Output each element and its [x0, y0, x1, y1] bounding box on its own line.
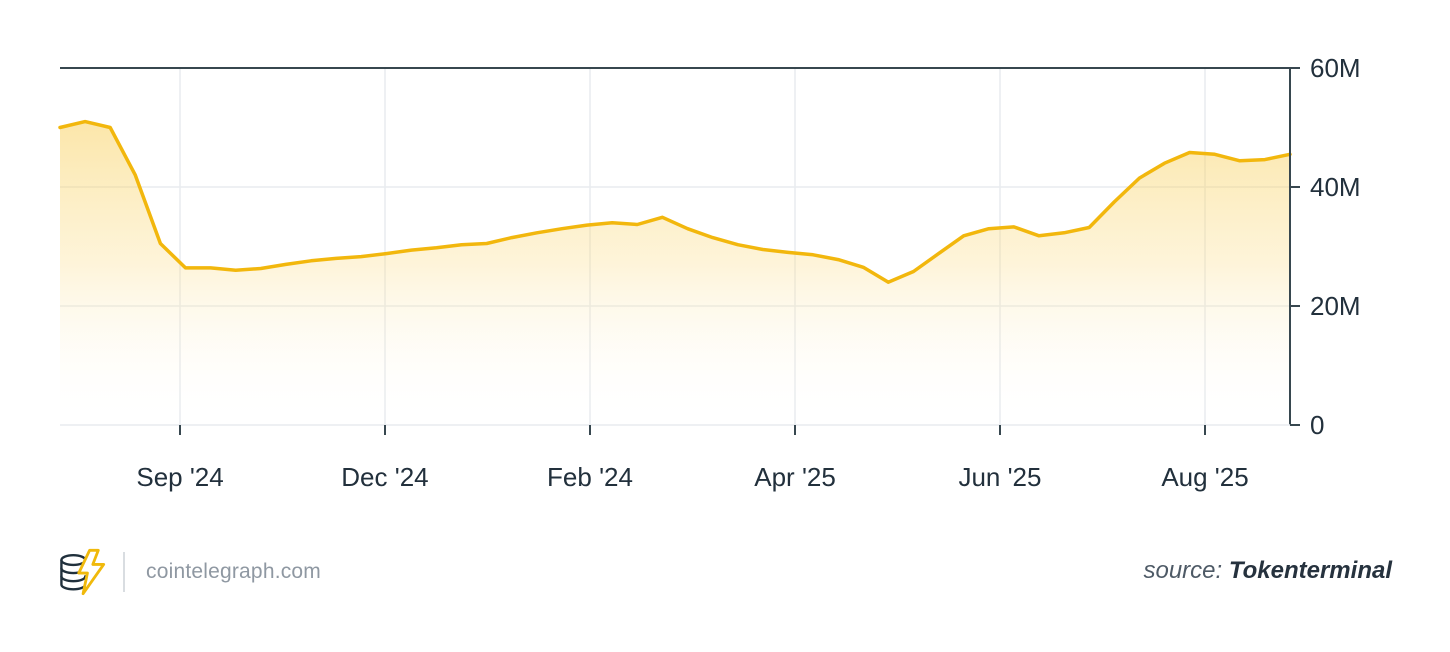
y-tick-label: 0 — [1310, 410, 1325, 440]
x-tick-label: Jun '25 — [958, 462, 1042, 492]
site-label: cointelegraph.com — [146, 560, 321, 583]
x-tick-label: Dec '24 — [341, 462, 429, 492]
series-line — [58, 119, 1292, 284]
source-name: Tokenterminal — [1228, 557, 1392, 584]
source-attribution: source: Tokenterminal — [1143, 557, 1392, 585]
y-tick-label: 20M — [1310, 291, 1361, 321]
x-tick-label: Feb '24 — [547, 462, 633, 492]
axis-lines — [60, 67, 1291, 426]
footer-divider — [123, 552, 125, 592]
y-tick-label: 40M — [1310, 172, 1361, 202]
tick-marks — [179, 67, 1300, 435]
x-tick-label: Sep '24 — [136, 462, 224, 492]
area-chart — [58, 67, 1300, 435]
x-tick-label: Apr '25 — [754, 462, 836, 492]
y-tick-label: 60M — [1310, 53, 1361, 83]
footer: cointelegraph.com source: Tokenterminal — [0, 540, 1450, 610]
cointelegraph-logo-icon — [60, 548, 106, 596]
x-tick-label: Aug '25 — [1161, 462, 1249, 492]
area-fill — [60, 121, 1290, 425]
source-label: source: — [1143, 557, 1223, 584]
